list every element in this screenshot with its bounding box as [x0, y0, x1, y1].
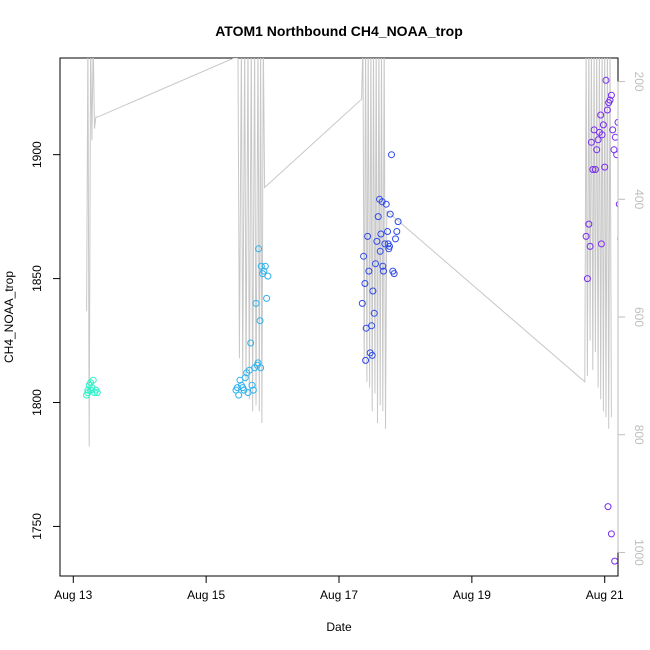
- data-point: [380, 267, 387, 275]
- right-pressure-axis: 200 400 600 800 1000: [617, 72, 646, 566]
- data-point: [609, 126, 617, 134]
- data-point: [607, 91, 615, 99]
- data-point: [386, 242, 393, 250]
- data-point: [386, 210, 394, 218]
- data-point: [257, 364, 265, 372]
- data-point: [358, 299, 366, 307]
- right-tick-label: 600: [632, 307, 646, 327]
- data-point: [388, 151, 395, 159]
- data-point: [394, 218, 402, 226]
- right-tick-label: 400: [632, 189, 646, 209]
- data-point: [263, 294, 271, 302]
- data-point: [382, 200, 390, 208]
- data-point: [593, 146, 601, 154]
- data-point: [614, 118, 618, 126]
- data-point: [376, 247, 384, 255]
- data-point: [597, 111, 605, 119]
- x-tick-label: Aug 19: [453, 588, 491, 602]
- data-point: [361, 280, 369, 287]
- series-2: [232, 245, 272, 399]
- data-point: [252, 299, 260, 307]
- data-point: [368, 351, 376, 359]
- right-tick-label: 1000: [632, 539, 646, 566]
- y-axis-label: CH4_NOAA_trop: [2, 271, 16, 363]
- data-point: [264, 272, 272, 280]
- data-points: [83, 76, 626, 565]
- x-tick-label: Aug 15: [187, 588, 225, 602]
- data-point: [583, 275, 591, 283]
- data-point: [261, 262, 269, 270]
- plot-frame: [59, 57, 619, 577]
- data-point: [393, 228, 401, 235]
- y-tick-label: 1750: [30, 513, 44, 540]
- data-point: [241, 374, 249, 382]
- x-tick-label: Aug 13: [54, 588, 92, 602]
- data-point: [256, 317, 264, 325]
- data-point: [93, 389, 101, 397]
- data-point: [369, 287, 377, 295]
- data-point: [589, 166, 597, 173]
- x-tick-label: Aug 17: [320, 588, 358, 602]
- data-point: [260, 267, 268, 275]
- data-point: [611, 133, 618, 141]
- data-point: [360, 252, 368, 260]
- data-point: [620, 181, 626, 187]
- data-point: [604, 503, 612, 511]
- y-tick-label: 1900: [30, 141, 44, 168]
- pressure-profile: [86, 58, 612, 447]
- data-point: [364, 232, 372, 240]
- x-axis-label: Date: [326, 620, 352, 634]
- series-1: [83, 376, 101, 399]
- data-point: [613, 151, 618, 159]
- y-tick-label: 1800: [30, 389, 44, 416]
- series-4: [582, 76, 626, 565]
- series-3: [358, 151, 402, 364]
- data-point: [617, 236, 618, 242]
- data-point: [379, 262, 387, 270]
- data-point: [249, 386, 257, 394]
- y-axis: 1750 1800 1850 1900: [30, 141, 61, 540]
- data-point: [370, 309, 378, 317]
- x-axis: Aug 13 Aug 15 Aug 17 Aug 19 Aug 21: [54, 575, 624, 602]
- chart-title: ATOM1 Northbound CH4_NOAA_trop: [215, 23, 463, 39]
- data-point: [585, 220, 593, 228]
- data-point: [587, 138, 595, 146]
- data-point: [384, 228, 391, 235]
- data-point: [594, 136, 602, 144]
- data-point: [374, 213, 382, 221]
- data-point: [611, 557, 618, 565]
- pressure-profile-line: [86, 58, 612, 447]
- data-point: [365, 267, 373, 275]
- data-point: [255, 245, 263, 253]
- data-point: [601, 163, 609, 171]
- data-point: [603, 106, 611, 114]
- data-point: [377, 230, 385, 238]
- data-point: [89, 376, 97, 384]
- right-tick-label: 200: [632, 72, 646, 92]
- data-point: [362, 356, 370, 364]
- data-point: [582, 232, 590, 240]
- x-tick-label: Aug 21: [586, 588, 624, 602]
- data-point: [368, 322, 376, 330]
- data-point: [373, 237, 381, 245]
- data-point: [247, 339, 255, 347]
- data-point: [235, 391, 243, 399]
- data-point: [591, 166, 599, 173]
- y-tick-label: 1850: [30, 265, 44, 292]
- data-point: [597, 240, 605, 248]
- right-tick-label: 800: [632, 425, 646, 445]
- data-point: [248, 381, 256, 389]
- data-point: [602, 76, 610, 84]
- data-point: [598, 131, 606, 139]
- data-point: [606, 96, 614, 104]
- data-point: [392, 235, 399, 243]
- data-point: [599, 121, 607, 129]
- data-point: [615, 200, 618, 208]
- data-point: [372, 260, 379, 268]
- data-point: [619, 137, 625, 143]
- data-point: [390, 270, 398, 278]
- data-point: [607, 530, 615, 538]
- data-point: [586, 242, 594, 250]
